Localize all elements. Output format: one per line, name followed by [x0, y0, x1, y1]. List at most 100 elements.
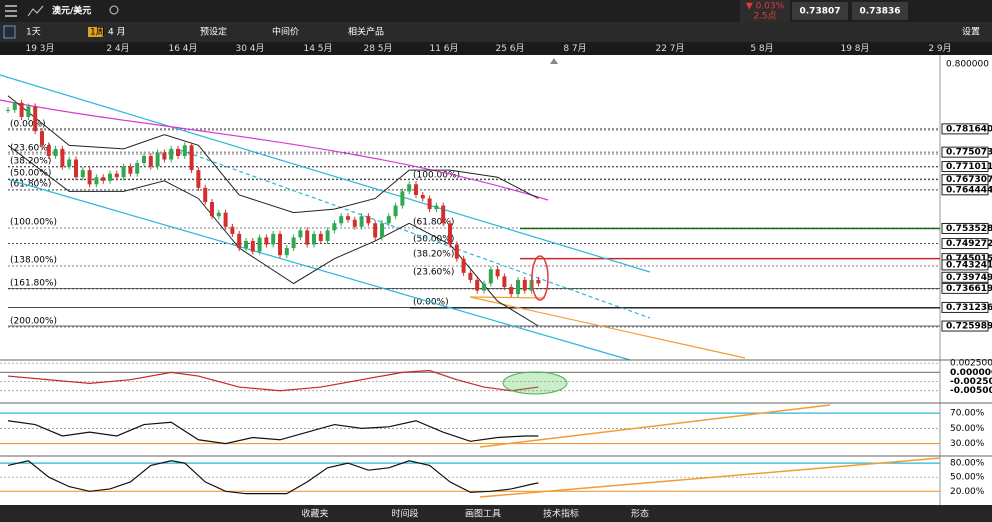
range[interactable]: 4 月 — [108, 27, 126, 38]
candle-body — [509, 287, 514, 295]
related[interactable]: 相关产品 — [348, 26, 384, 38]
price-label-box — [941, 271, 989, 283]
candle-body — [182, 145, 187, 156]
price-label: 0.736619 — [946, 284, 992, 294]
candle-body — [257, 237, 262, 252]
candle-body — [223, 212, 228, 227]
date-label: 19 8月 — [840, 43, 869, 54]
fib-label: (200.00%) — [10, 317, 57, 327]
price-label-box — [941, 161, 989, 173]
panel-tick-label: -0.002500 — [950, 377, 992, 387]
fib-label: (50.00%) — [10, 169, 51, 179]
fib-label: (161.80%) — [10, 279, 57, 289]
search-icon[interactable] — [109, 5, 119, 15]
fib-label: (0.00%) — [10, 120, 46, 130]
footer-tab[interactable]: 画图工具 — [465, 509, 501, 520]
candle-body — [128, 166, 133, 174]
candle-body — [522, 279, 527, 291]
chart-icon[interactable] — [27, 5, 44, 17]
candle-body — [6, 109, 10, 111]
price-label-box — [941, 301, 989, 313]
settings[interactable]: 设置 — [962, 27, 980, 38]
footer-tab[interactable]: 收藏夹 — [301, 508, 328, 520]
menu-icon[interactable] — [5, 5, 17, 17]
candle-body — [26, 106, 31, 117]
buy-box[interactable] — [852, 2, 908, 20]
candle-body — [495, 269, 500, 277]
candle-body — [468, 272, 473, 280]
trend-line — [0, 74, 651, 273]
bottom-bar — [0, 505, 992, 522]
trend-line — [479, 404, 831, 448]
candle-body — [12, 102, 17, 110]
toolbar — [0, 22, 992, 42]
candle-body — [230, 226, 235, 234]
footer-tab[interactable]: 技术指标 — [543, 508, 579, 520]
candle-body — [318, 233, 323, 241]
list-icon[interactable] — [3, 25, 16, 39]
candle-body — [291, 237, 296, 249]
candle-body — [216, 212, 221, 217]
candle-body — [414, 184, 418, 195]
price-label: 0.800000 — [946, 59, 989, 69]
date-row — [0, 42, 992, 55]
price-label: 0.753528 — [946, 224, 992, 234]
candle-body — [373, 223, 378, 238]
fib-label: (38.20%) — [413, 250, 454, 260]
candle-body — [400, 191, 405, 206]
panel-tick-label: 80.00% — [950, 459, 985, 469]
candle-body — [359, 216, 364, 227]
preset[interactable]: 预设定 — [200, 26, 227, 38]
candle-body — [380, 223, 384, 238]
candle-body — [237, 233, 242, 249]
candle-body — [46, 145, 51, 156]
trend-line — [469, 296, 546, 299]
panel-tick-label: 0.002500 — [950, 359, 992, 369]
price-label: 0.725989 — [946, 322, 992, 332]
footer-tab[interactable]: 形态 — [631, 508, 649, 520]
candle-body — [516, 279, 520, 295]
candle-body — [434, 205, 439, 210]
candle-body — [203, 187, 208, 203]
candle-body — [40, 131, 44, 146]
candle-body — [33, 106, 38, 132]
candle-body — [325, 230, 330, 241]
price-label: 0.743241 — [946, 260, 992, 270]
week-badge[interactable]: 1周 — [90, 27, 105, 38]
sell-price[interactable]: 0.73807 — [800, 7, 841, 17]
trend-line — [479, 457, 941, 498]
period[interactable]: 1天 — [26, 28, 41, 38]
candle-body — [339, 216, 344, 224]
date-label: 25 6月 — [495, 43, 524, 54]
candle-body — [407, 184, 412, 192]
price-mode[interactable]: 中间价 — [272, 26, 299, 38]
fib-label: (100.00%) — [10, 218, 57, 228]
candle-body — [529, 279, 534, 291]
date-label: 2 4月 — [106, 43, 129, 54]
candle-body — [142, 155, 146, 164]
candle-body — [393, 205, 398, 217]
candle-body — [536, 279, 541, 284]
candle-body — [250, 240, 255, 252]
symbol[interactable]: 澳元/美元 — [52, 5, 91, 17]
buy-price[interactable]: 0.73836 — [860, 7, 901, 17]
indicator-line — [7, 369, 539, 392]
candle-body — [352, 219, 357, 227]
candle-body — [74, 159, 78, 178]
candle-body — [441, 205, 446, 224]
candle-body — [284, 248, 289, 256]
highlight — [531, 255, 549, 301]
candle-body — [19, 102, 24, 117]
candle-body — [53, 148, 58, 156]
scroll-marker[interactable] — [550, 58, 558, 64]
panel-tick-label: -0.005000 — [950, 386, 992, 396]
panel-tick-label: 30.00% — [950, 439, 985, 449]
price-label: 0.771011 — [946, 162, 992, 172]
date-label: 22 7月 — [655, 43, 684, 54]
candle-body — [155, 152, 160, 167]
footer-tab[interactable]: 时间段 — [391, 508, 418, 520]
candle-body — [80, 170, 85, 178]
fib-label: (50.00%) — [413, 235, 454, 245]
sell-box[interactable] — [792, 2, 848, 20]
